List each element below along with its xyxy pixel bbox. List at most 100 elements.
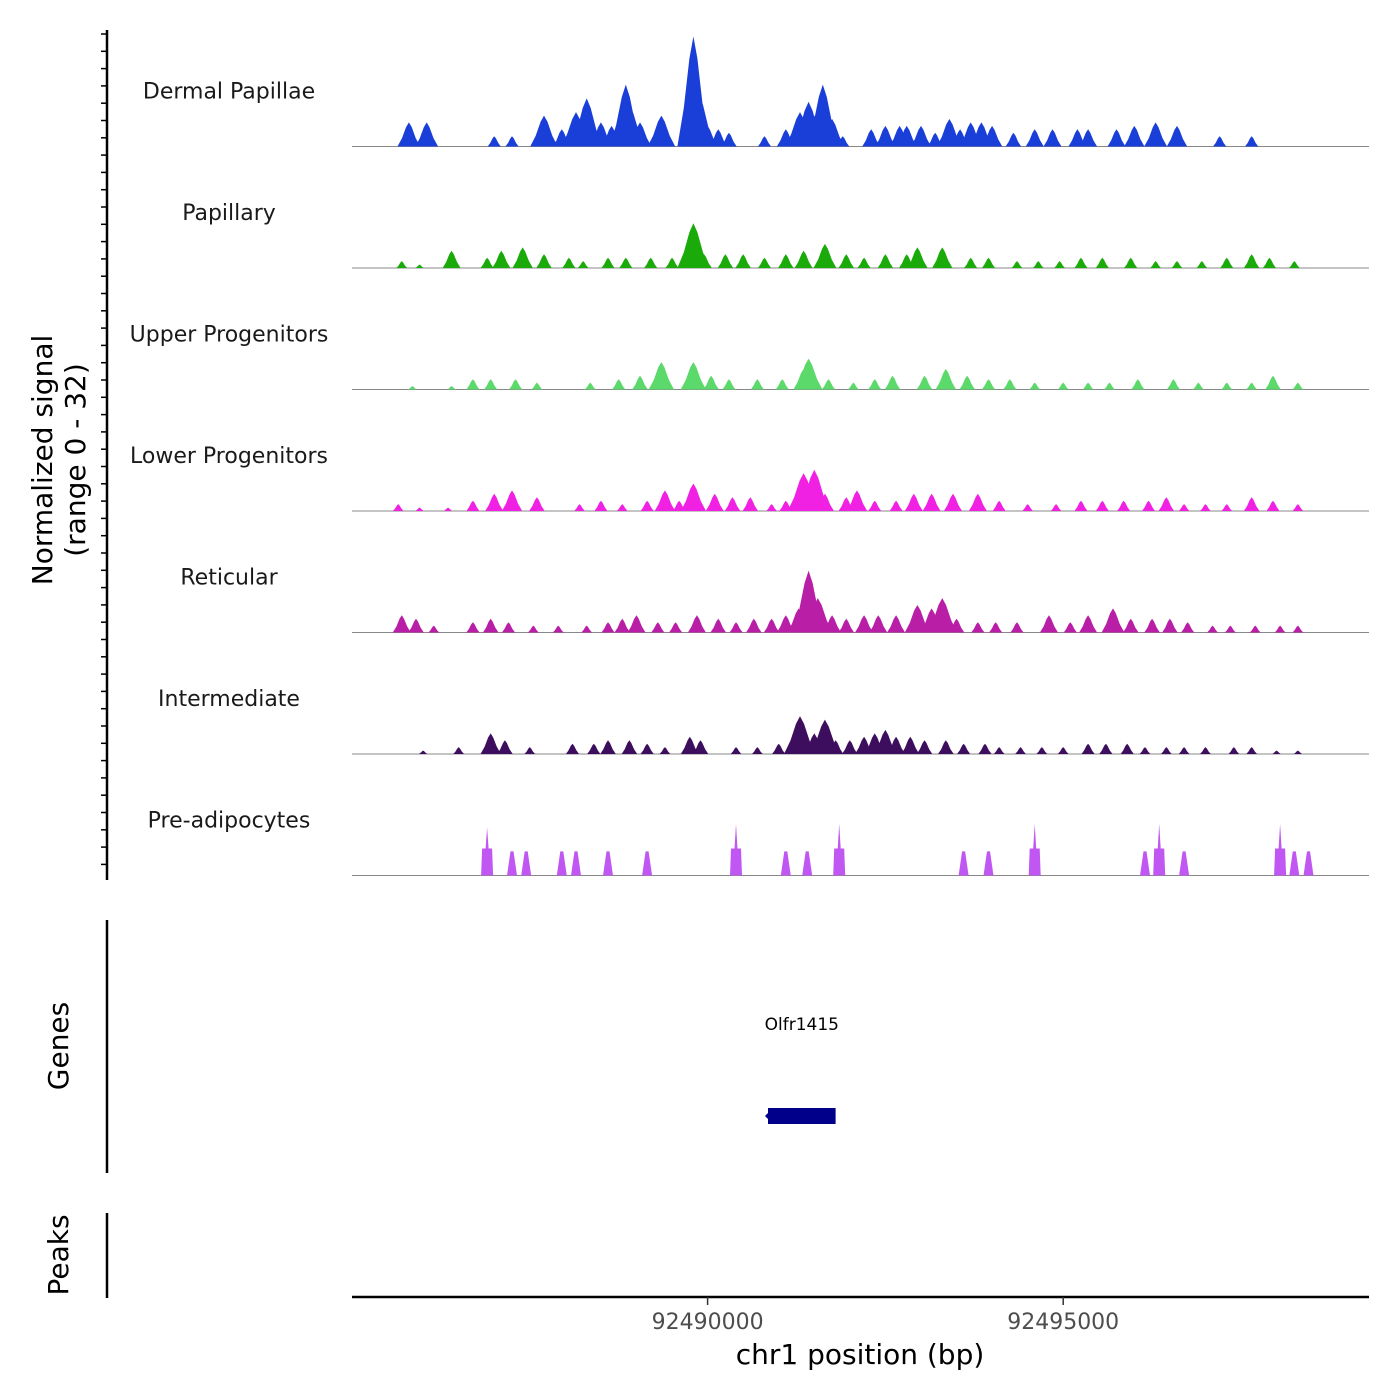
signal-peak: [466, 622, 480, 633]
signal-peak: [1160, 747, 1172, 754]
signal-peak: [1120, 743, 1134, 754]
signal-peak: [868, 500, 882, 511]
signal-peak: [1057, 382, 1069, 390]
signal-peak: [466, 379, 480, 390]
signal-peak: [640, 500, 654, 511]
signal-peak: [415, 507, 424, 511]
signal-peak: [958, 851, 969, 876]
signal-peak: [665, 257, 679, 268]
signal-peak: [501, 622, 516, 633]
signal-peak: [481, 827, 494, 876]
signal-peak: [959, 375, 975, 390]
signal-peak: [492, 250, 511, 268]
signal-peak: [710, 618, 727, 633]
signal-peak: [1262, 257, 1276, 268]
signal-peak: [1166, 125, 1188, 147]
signal-peak: [907, 247, 928, 268]
signal-peak: [1153, 823, 1166, 876]
signal-peak: [884, 375, 901, 390]
signal-peak: [614, 618, 631, 633]
signal-peak: [922, 493, 941, 511]
signal-peak: [855, 615, 874, 633]
signal-peak: [887, 736, 906, 754]
signal-peak: [1272, 750, 1281, 754]
signal-peak: [408, 386, 417, 390]
signal-peak: [1292, 504, 1304, 511]
signal-peak: [1003, 379, 1017, 390]
signal-peak: [735, 254, 751, 268]
x-axis-tick-label: 92490000: [652, 1310, 764, 1335]
signal-peak: [971, 622, 985, 633]
x-axis-title: chr1 position (bp): [736, 1338, 985, 1371]
signal-peak: [802, 598, 833, 633]
signal-peak: [648, 362, 674, 390]
signal-peak: [1039, 615, 1058, 633]
signal-peak: [1095, 500, 1109, 511]
signal-peak: [415, 122, 439, 147]
signal-peak: [1117, 500, 1131, 511]
track-pre-adipocytes: Pre-adipocytes: [148, 809, 1369, 876]
signal-peak: [916, 740, 933, 754]
signal-peak: [1224, 625, 1236, 633]
signal-peak: [1246, 747, 1258, 754]
signal-peak: [642, 851, 653, 876]
signal-peak: [647, 115, 676, 147]
signal-peak: [396, 261, 408, 268]
signal-peak: [901, 736, 920, 754]
signal-peak: [509, 379, 523, 390]
signal-peak: [1139, 747, 1151, 754]
signal-peak: [397, 122, 421, 147]
signal-peak: [869, 615, 888, 633]
signal-peak: [742, 497, 759, 511]
signal-peak: [570, 98, 603, 147]
signal-peak: [821, 379, 836, 390]
signal-peak: [766, 504, 777, 511]
signal-peak: [696, 254, 712, 268]
signal-peak: [587, 743, 601, 754]
signal-peak: [480, 733, 501, 754]
signal-peak: [819, 119, 845, 147]
signal-peak: [827, 740, 844, 754]
signal-peak: [621, 740, 638, 754]
signal-peak: [1025, 129, 1044, 147]
signal-peak: [1124, 257, 1138, 268]
signal-peak: [418, 750, 428, 754]
signal-peak: [1178, 747, 1190, 754]
signal-peak: [497, 740, 513, 754]
signal-peak: [680, 362, 706, 390]
signal-peak: [794, 358, 823, 390]
signal-peak: [775, 379, 789, 390]
signal-peak: [442, 250, 461, 268]
signal-peak: [619, 257, 633, 268]
signal-peak: [1292, 382, 1304, 390]
signal-peak: [1292, 625, 1304, 633]
signal-peak: [1050, 504, 1062, 511]
signal-peak: [780, 851, 791, 876]
track-label-intermediate: Intermediate: [158, 687, 300, 712]
signal-peak: [1036, 747, 1048, 754]
track-label-dermal-papillae: Dermal Papillae: [143, 80, 315, 105]
signal-peak: [838, 254, 855, 268]
signal-peak: [1200, 747, 1211, 754]
signal-peak: [778, 254, 794, 268]
signal-peak: [1005, 132, 1022, 147]
signal-peak: [1150, 261, 1161, 268]
signal-peak: [983, 851, 994, 876]
signal-peak: [556, 851, 567, 876]
signal-peak: [838, 618, 855, 633]
signal-peak: [1054, 261, 1065, 268]
signal-peak: [1196, 261, 1208, 268]
signal-peak: [1011, 261, 1023, 268]
signal-peak: [809, 719, 840, 754]
signal-peak: [680, 483, 706, 511]
signal-peak: [1082, 382, 1094, 390]
signal-y-axis-ticks: [101, 33, 107, 866]
signal-peak: [815, 493, 834, 511]
signal-peak: [1243, 497, 1260, 511]
signal-peak: [730, 823, 742, 876]
signal-peak: [562, 257, 576, 268]
signal-peak: [524, 747, 536, 754]
signal-peak: [687, 615, 706, 633]
signal-peak: [717, 254, 734, 268]
signal-peak: [1274, 823, 1287, 876]
